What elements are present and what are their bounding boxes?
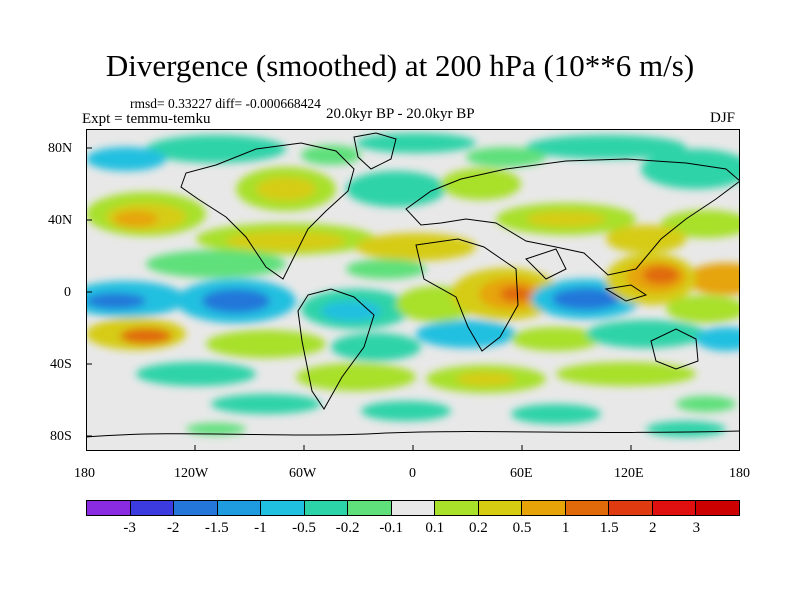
colorbar-box [217, 501, 262, 515]
colorbar-box [478, 501, 523, 515]
lon-label-0: 0 [409, 466, 416, 481]
colorbar-label: 1 [561, 520, 570, 536]
colorbar-box [696, 501, 739, 515]
colorbar-label: 0.1 [425, 520, 445, 536]
colorbar-box [348, 501, 392, 515]
lon-label-60e: 60E [510, 466, 533, 481]
lon-label-120w: 120W [174, 466, 209, 481]
period-label: 20.0kyr BP - 20.0kyr BP [326, 106, 475, 122]
colorbar-box [304, 501, 349, 515]
colorbar-label: 2 [649, 520, 657, 536]
lon-label-120e: 120E [614, 466, 644, 481]
lon-label-180w: 180 [74, 466, 95, 481]
colorbar-box [87, 501, 131, 515]
colorbar-box [565, 501, 610, 515]
colorbar-box [174, 501, 218, 515]
axis-ticks [86, 147, 740, 451]
colorbar-box [391, 501, 436, 515]
coastlines [86, 132, 740, 438]
colorbar-box [652, 501, 697, 515]
lon-label-180e: 180 [729, 466, 750, 481]
colorbar-label: -1 [254, 520, 267, 536]
lat-label-80n: 80N [48, 141, 73, 156]
colorbar-box [130, 501, 175, 515]
colorbar-label: 3 [692, 520, 701, 536]
colorbar-label: -1.5 [204, 520, 229, 536]
colorbar-label: -0.1 [379, 520, 404, 536]
colorbar-label: -0.2 [335, 520, 360, 536]
plot-title: Divergence (smoothed) at 200 hPa (10**6 … [105, 48, 695, 83]
season-label: DJF [710, 110, 736, 126]
map-panel [86, 129, 740, 451]
colorbar-label: 0.5 [512, 520, 532, 536]
colorbar-label: -0.5 [292, 520, 316, 536]
colorbar-box [522, 501, 566, 515]
colorbar-label: -3 [123, 520, 136, 536]
colorbar-label: 0.2 [469, 520, 488, 536]
colorbar-box [435, 501, 479, 515]
lat-label-80s: 80S [50, 429, 72, 444]
divergence-map [86, 129, 740, 451]
colorbar [86, 500, 740, 516]
colorbar-box [261, 501, 305, 515]
lat-label-40n: 40N [48, 213, 73, 228]
rmsd-diff-stats: rmsd= 0.33227 diff= -0.000668424 [130, 96, 321, 111]
colorbar-label: -2 [166, 520, 180, 536]
lon-label-60w: 60W [289, 466, 317, 481]
lat-label-0: 0 [64, 285, 71, 300]
lat-label-40s: 40S [50, 357, 72, 372]
experiment-label: Expt = temmu-temku [82, 111, 211, 127]
colorbar-box [609, 501, 653, 515]
colorbar-label: 1.5 [599, 520, 619, 536]
